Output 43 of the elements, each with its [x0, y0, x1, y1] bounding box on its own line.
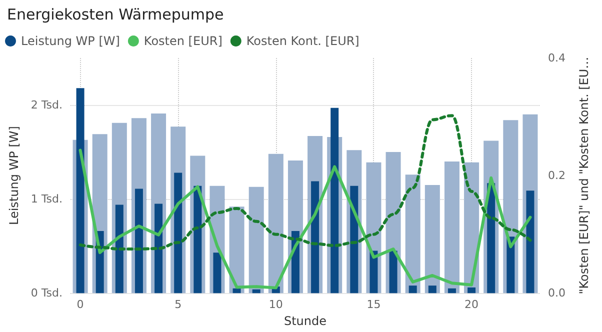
legend-label: Leistung WP [W] — [21, 34, 120, 48]
bar — [134, 188, 143, 294]
bar — [350, 186, 358, 294]
y-tick-label: 1 Tsd. — [30, 192, 63, 206]
bar — [76, 88, 84, 294]
y2-tick-label: 0.0 — [548, 286, 566, 300]
bar — [424, 184, 440, 294]
bar — [526, 190, 534, 294]
y2-tick-label: 0.2 — [548, 169, 566, 182]
bar — [408, 286, 417, 294]
legend-label: Kosten [EUR] — [144, 34, 222, 48]
y-tick-label: 2 Tsd. — [30, 98, 63, 112]
bar — [428, 286, 436, 294]
y-tick-label: 0 Tsd. — [30, 286, 63, 300]
bar — [330, 108, 339, 294]
bar — [370, 250, 378, 294]
bar — [252, 289, 260, 294]
bar — [444, 161, 460, 294]
x-tick-label: 0 — [76, 298, 84, 312]
legend-label: Kosten Kont. [EUR] — [246, 34, 360, 48]
x-tick-label: 5 — [174, 298, 182, 312]
bar — [213, 252, 222, 294]
line-series — [78, 114, 532, 251]
bar — [194, 186, 202, 294]
y2-tick-label: 0.4 — [548, 52, 566, 64]
bar — [115, 204, 124, 294]
bar — [468, 287, 476, 294]
x-axis-title: Stunde — [284, 314, 327, 328]
x-tick-label: 15 — [366, 298, 381, 312]
line-series — [78, 148, 532, 290]
bar — [154, 204, 163, 294]
y2-axis-title: "Kosten [EUR]" und "Kosten Kont. [EU… — [577, 56, 591, 294]
bar — [248, 186, 264, 294]
x-tick-label: 20 — [464, 298, 479, 312]
bar — [268, 154, 284, 294]
x-tick-label: 10 — [268, 298, 283, 312]
bar — [448, 288, 456, 294]
chart-title: Energiekosten Wärmepumpe — [7, 6, 224, 24]
bar — [232, 288, 241, 294]
bar — [311, 181, 320, 294]
bar — [389, 250, 398, 294]
y-axis-title: Leistung WP [W] — [7, 126, 21, 226]
bar — [174, 172, 182, 294]
